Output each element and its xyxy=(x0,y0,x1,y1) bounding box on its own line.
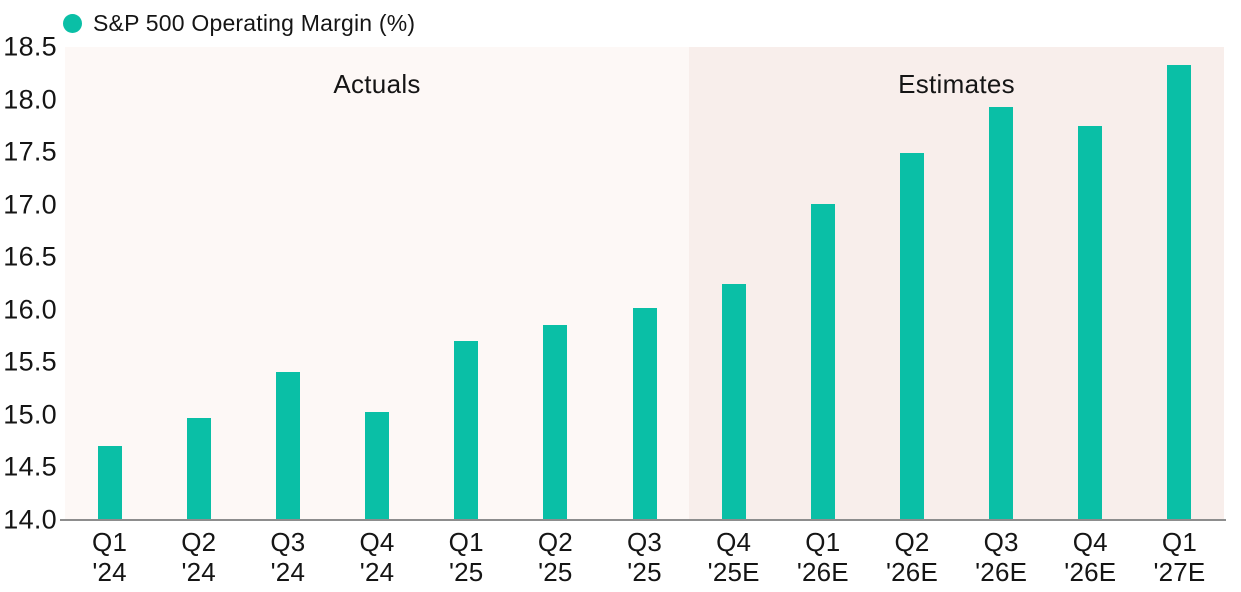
x-axis-line xyxy=(60,519,1226,521)
x-tick-label: Q1'25 xyxy=(448,527,484,587)
bar xyxy=(632,307,657,520)
x-tick-label: Q4'24 xyxy=(359,527,395,587)
y-tick-label: 17.5 xyxy=(3,136,57,167)
bar-slot xyxy=(689,47,778,520)
x-tick-label: Q1'26E xyxy=(796,527,849,587)
bar-slot xyxy=(778,47,867,520)
region-label-actuals: Actuals xyxy=(333,69,421,99)
region-label-estimates: Estimates xyxy=(898,69,1015,99)
bar xyxy=(186,418,211,520)
bar-slot xyxy=(65,47,154,520)
bar-slot xyxy=(600,47,689,520)
bar-slot xyxy=(154,47,243,520)
bar-slot xyxy=(511,47,600,520)
x-tick-label: Q4'26E xyxy=(1064,527,1117,587)
x-tick-label: Q1'24 xyxy=(92,527,128,587)
x-tick-label: Q2'24 xyxy=(181,527,217,587)
x-tick-label: Q1'27E xyxy=(1153,527,1206,587)
bar xyxy=(721,283,746,520)
bar-slot xyxy=(957,47,1046,520)
bar-slot xyxy=(1046,47,1135,520)
bars-layer xyxy=(65,47,1224,520)
plot-area: Actuals Estimates xyxy=(65,47,1224,520)
y-tick-label: 15.5 xyxy=(3,346,57,377)
y-tick-label: 15.0 xyxy=(3,399,57,430)
y-tick-label: 16.0 xyxy=(3,294,57,325)
bar-slot xyxy=(332,47,421,520)
bar xyxy=(97,446,122,520)
bar-slot xyxy=(422,47,511,520)
bar-slot xyxy=(1135,47,1224,520)
bar xyxy=(454,341,479,520)
x-tick-label: Q3'24 xyxy=(270,527,306,587)
bar xyxy=(989,106,1014,520)
legend-series-dot xyxy=(63,14,82,33)
bar xyxy=(1167,64,1192,520)
bar xyxy=(543,324,568,520)
y-tick-label: 14.0 xyxy=(3,504,57,535)
x-tick-label: Q3'25 xyxy=(626,527,663,587)
bar xyxy=(810,203,835,520)
x-axis: Q1'24 Q2'24 Q3'24 Q4'24 Q1'25 Q2'25 Q3'25 Q4'25… xyxy=(65,527,1224,587)
y-axis: 18.5 18.0 17.5 17.0 16.5 16.0 15.5 15.0 14.5 14.0 xyxy=(0,33,57,533)
y-tick-label: 17.0 xyxy=(3,189,57,220)
x-tick-label: Q2'26E xyxy=(885,527,938,587)
x-tick-label: Q3'26E xyxy=(975,527,1028,587)
x-tick-label: Q2'25 xyxy=(537,527,573,587)
y-tick-label: 18.5 xyxy=(3,31,57,62)
bar xyxy=(899,153,924,520)
legend: S&P 500 Operating Margin (%) xyxy=(63,10,415,37)
y-tick-label: 16.5 xyxy=(3,241,57,272)
estimates-region: Estimates xyxy=(689,47,1224,520)
y-tick-label: 14.5 xyxy=(3,451,57,482)
y-tick-label: 18.0 xyxy=(3,84,57,115)
x-tick-label: Q4'25E xyxy=(707,527,760,587)
bar-slot xyxy=(867,47,956,520)
legend-series-label: S&P 500 Operating Margin (%) xyxy=(93,10,416,36)
bar-slot xyxy=(243,47,332,520)
bar xyxy=(365,411,390,520)
bar xyxy=(1078,125,1103,520)
bar xyxy=(275,371,300,520)
